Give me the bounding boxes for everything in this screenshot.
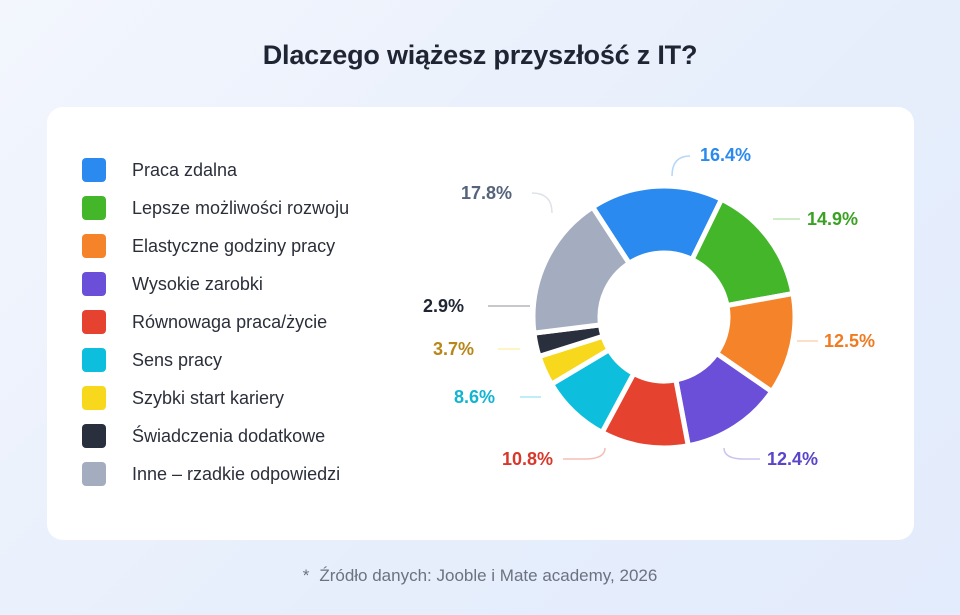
legend-label: Wysokie zarobki (132, 273, 263, 294)
legend-label: Szybki start kariery (132, 387, 285, 408)
leader-line (563, 447, 606, 460)
legend-swatch (82, 158, 106, 182)
legend-item: Lepsze możliwości rozwoju (82, 189, 349, 227)
legend-item: Praca zdalna (82, 151, 349, 189)
footnote-asterisk: * (302, 566, 310, 585)
legend-label: Inne – rzadkie odpowiedzi (132, 463, 341, 484)
donut-slice (589, 183, 725, 267)
chart-title: Dlaczego wiążesz przyszłość z IT? (262, 40, 698, 70)
legend-swatch (82, 234, 106, 258)
source-footnote: * Źródło danych: Jooble i Mate academy, 2… (0, 566, 960, 586)
legend-label: Świadczenia dodatkowe (132, 425, 326, 446)
leader-line (723, 447, 760, 460)
leader-line (671, 155, 691, 177)
leader-line (531, 192, 553, 214)
legend-swatch (82, 310, 106, 334)
percentage-label: 8.6% (454, 387, 496, 407)
percentage-label: 3.7% (433, 339, 475, 359)
percentage-label: 10.8% (502, 449, 554, 469)
legend-swatch (82, 462, 106, 486)
footnote-text: Źródło danych: Jooble i Mate academy, 20… (319, 566, 658, 585)
percentage-label: 2.9% (423, 296, 465, 316)
legend-item: Inne – rzadkie odpowiedzi (82, 455, 349, 493)
legend-item: Świadczenia dodatkowe (82, 417, 349, 455)
legend-swatch (82, 386, 106, 410)
percentage-label: 17.8% (461, 183, 513, 203)
legend-swatch (82, 348, 106, 372)
donut-slice (530, 203, 633, 336)
legend-swatch (82, 424, 106, 448)
percentage-label: 16.4% (700, 145, 752, 165)
legend-item: Wysokie zarobki (82, 265, 349, 303)
legend-label: Sens pracy (132, 349, 223, 370)
legend-item: Równowaga praca/życie (82, 303, 349, 341)
legend-label: Elastyczne godziny pracy (132, 235, 336, 256)
legend-swatch (82, 272, 106, 296)
legend-label: Lepsze możliwości rozwoju (132, 197, 350, 218)
percentage-label: 14.9% (807, 209, 859, 229)
legend-item: Elastyczne godziny pracy (82, 227, 349, 265)
percentage-label: 12.4% (767, 449, 819, 469)
legend: Praca zdalna Lepsze możliwości rozwoju E… (82, 151, 349, 493)
legend-label: Praca zdalna (132, 159, 238, 180)
legend-item: Sens pracy (82, 341, 349, 379)
percentage-label: 12.5% (824, 331, 876, 351)
legend-item: Szybki start kariery (82, 379, 349, 417)
legend-swatch (82, 196, 106, 220)
legend-label: Równowaga praca/życie (132, 311, 328, 332)
